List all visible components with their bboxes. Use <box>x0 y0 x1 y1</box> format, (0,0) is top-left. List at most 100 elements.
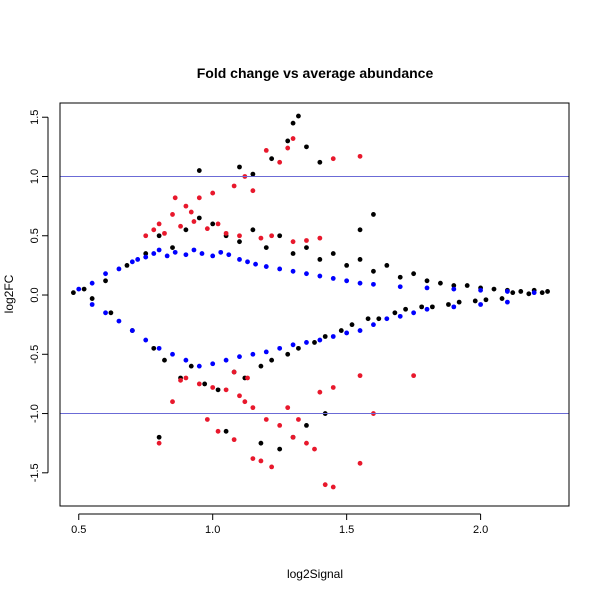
data-point <box>277 266 283 272</box>
data-point <box>344 278 350 284</box>
data-point <box>317 337 323 343</box>
data-point <box>456 299 462 305</box>
data-point <box>263 264 269 269</box>
data-point <box>89 280 95 286</box>
data-point <box>151 345 157 351</box>
reference-lines <box>60 175 569 415</box>
data-point <box>304 144 309 150</box>
data-point <box>312 340 317 345</box>
data-point <box>322 482 328 488</box>
data-point <box>526 291 532 297</box>
x-tick-label: 0.5 <box>71 524 86 536</box>
data-point <box>545 289 550 294</box>
data-point <box>172 195 178 201</box>
data-point <box>215 428 221 434</box>
data-point <box>344 262 350 268</box>
data-point <box>330 484 336 490</box>
data-point <box>124 262 130 268</box>
data-point <box>218 249 224 255</box>
data-point <box>151 251 157 256</box>
data-point <box>237 354 242 360</box>
data-point <box>170 212 175 217</box>
data-point <box>357 373 363 379</box>
data-point <box>371 322 376 328</box>
data-point <box>178 223 183 229</box>
data-point <box>129 328 135 333</box>
data-point <box>156 247 162 253</box>
data-point <box>103 310 108 316</box>
data-point <box>191 219 197 224</box>
data-point <box>499 296 505 301</box>
data-point <box>183 252 189 258</box>
data-point <box>116 266 122 272</box>
data-point <box>250 227 256 233</box>
data-point <box>223 230 229 236</box>
y-tick-label: 1.5 <box>29 110 41 125</box>
data-point <box>384 262 390 268</box>
data-point <box>103 278 108 284</box>
data-point <box>245 375 250 381</box>
data-point <box>277 159 283 165</box>
data-point <box>210 253 216 259</box>
data-point <box>451 304 457 310</box>
chart-title: Fold change vs average abundance <box>197 65 434 81</box>
data-point <box>338 328 344 333</box>
data-point <box>504 289 510 294</box>
data-point <box>403 306 408 312</box>
data-point <box>135 257 141 262</box>
data-point <box>258 440 264 446</box>
data-point <box>269 233 275 239</box>
data-point <box>210 190 216 196</box>
data-point <box>172 249 178 255</box>
data-point <box>296 417 301 422</box>
data-point <box>237 239 242 245</box>
data-point <box>170 399 175 405</box>
data-point <box>199 251 205 256</box>
data-point <box>183 375 189 381</box>
data-point <box>491 286 497 292</box>
data-point <box>196 381 202 387</box>
data-point <box>296 345 301 351</box>
data-point <box>371 281 376 287</box>
data-point <box>258 458 264 464</box>
data-point <box>330 276 336 281</box>
data-point <box>304 440 309 446</box>
data-point <box>277 345 283 351</box>
data-point <box>269 357 275 363</box>
data-point <box>429 304 435 310</box>
data-point <box>156 345 162 351</box>
data-point <box>143 337 149 343</box>
data-point <box>277 233 283 239</box>
data-point <box>183 203 189 209</box>
data-point <box>210 361 216 367</box>
data-point <box>277 423 283 428</box>
data-point <box>357 328 363 333</box>
data-point <box>290 136 296 141</box>
data-point <box>242 399 248 405</box>
data-point <box>290 120 296 126</box>
y-tick-label: -1.5 <box>29 463 41 482</box>
data-point <box>215 387 221 393</box>
data-point <box>263 417 269 422</box>
data-point <box>285 138 291 144</box>
data-point <box>253 261 258 267</box>
data-point <box>451 283 457 288</box>
data-point <box>304 271 309 277</box>
data-point <box>531 290 537 296</box>
data-point <box>170 245 175 251</box>
data-point <box>285 351 291 357</box>
data-point <box>237 164 242 170</box>
data-point <box>357 280 363 286</box>
data-point <box>183 227 189 233</box>
data-point <box>263 245 269 251</box>
y-tick-label: 0.5 <box>29 228 41 243</box>
data-point <box>411 271 417 277</box>
x-tick-label: 1.0 <box>205 524 220 536</box>
data-point <box>263 148 269 153</box>
data-point <box>539 290 545 296</box>
data-point <box>231 437 237 443</box>
data-point <box>250 456 256 461</box>
data-point <box>250 171 256 177</box>
data-point <box>290 251 296 256</box>
